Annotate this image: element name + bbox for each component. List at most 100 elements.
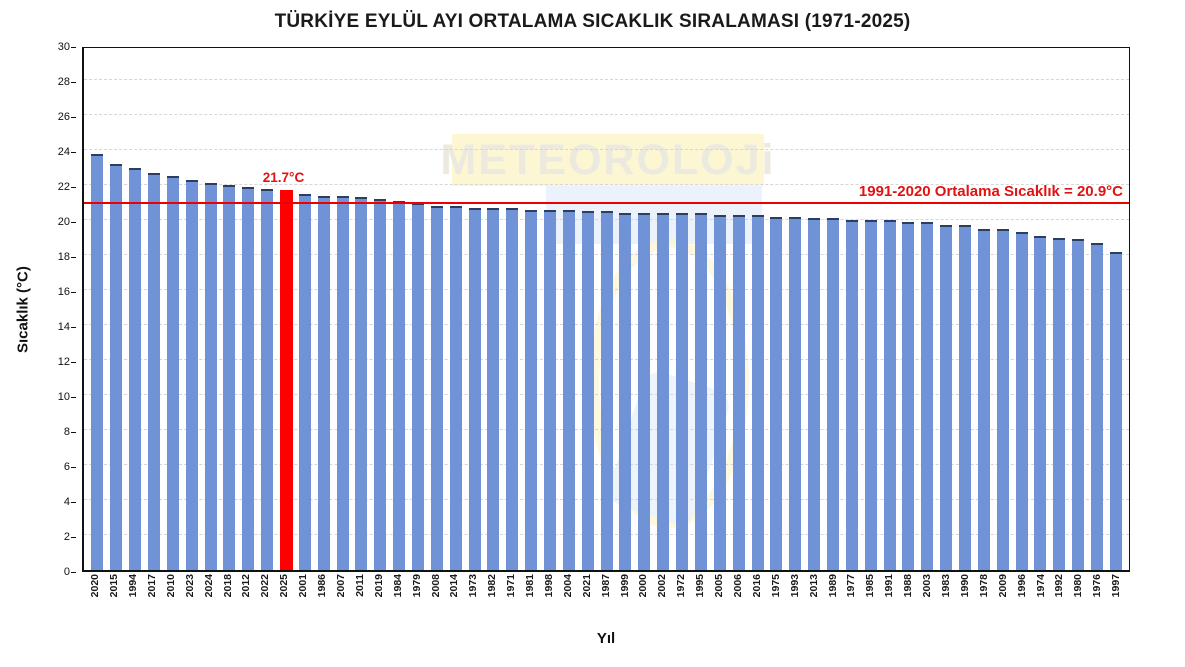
y-tick-label-20: 20 bbox=[57, 216, 70, 228]
gridline-24 bbox=[84, 149, 1129, 150]
bar-1998 bbox=[544, 209, 557, 570]
x-tick-label-2016: 2016 bbox=[750, 574, 763, 598]
bar-slot-2012 bbox=[239, 48, 258, 570]
x-tick-slot-1976: 1976 bbox=[1088, 574, 1107, 618]
x-tick-label-2025: 2025 bbox=[278, 574, 291, 598]
x-tick-label-2002: 2002 bbox=[656, 574, 669, 598]
y-tick-mark-0 bbox=[71, 572, 76, 573]
bar-slot-2024 bbox=[201, 48, 220, 570]
x-tick-slot-2004: 2004 bbox=[559, 574, 578, 618]
x-tick-slot-1996: 1996 bbox=[1012, 574, 1031, 618]
x-tick-label-2003: 2003 bbox=[921, 574, 934, 598]
x-tick-slot-1981: 1981 bbox=[521, 574, 540, 618]
bar-2015 bbox=[110, 164, 123, 570]
y-tick-label-14: 14 bbox=[57, 321, 70, 333]
bar-slot-2015 bbox=[107, 48, 126, 570]
bar-slot-2000 bbox=[635, 48, 654, 570]
bar-1981 bbox=[525, 209, 538, 570]
bar-slot-2020 bbox=[88, 48, 107, 570]
bar-1987 bbox=[600, 211, 613, 570]
x-axis-ticks: 2020 2015 1994 2017 2010 2023 2024 2018 2012 2022… bbox=[82, 574, 1130, 618]
x-tick-slot-2001: 2001 bbox=[294, 574, 313, 618]
bar-slot-1975 bbox=[767, 48, 786, 570]
bar-2011 bbox=[355, 197, 368, 570]
y-tick-label-30: 30 bbox=[57, 41, 70, 53]
y-tick-mark-28 bbox=[71, 82, 76, 83]
bar-2010 bbox=[166, 176, 179, 570]
y-axis-ticks: 0 2 4 6 8 10 12 14 16 18 20 22 24 26 28 30 bbox=[38, 41, 76, 578]
bar-1986 bbox=[317, 195, 330, 570]
bar-slot-2025 bbox=[277, 48, 296, 570]
bar-slot-1991 bbox=[880, 48, 899, 570]
x-tick-label-1983: 1983 bbox=[939, 574, 952, 598]
bar-1990 bbox=[958, 225, 971, 570]
bar-1982 bbox=[487, 207, 500, 570]
y-axis-title: Sıcaklık (°C) bbox=[14, 266, 32, 353]
x-tick-label-1977: 1977 bbox=[845, 574, 858, 598]
x-tick-label-1989: 1989 bbox=[826, 574, 839, 598]
bar-1999 bbox=[619, 213, 632, 570]
x-tick-slot-2006: 2006 bbox=[729, 574, 748, 618]
x-tick-label-2018: 2018 bbox=[221, 574, 234, 598]
bar-slot-2022 bbox=[258, 48, 277, 570]
x-tick-slot-2022: 2022 bbox=[256, 574, 275, 618]
highlight-value-label: 21.7°C bbox=[262, 170, 305, 186]
y-tick-label-28: 28 bbox=[57, 76, 70, 88]
x-tick-label-2001: 2001 bbox=[297, 574, 310, 598]
x-tick-label-2004: 2004 bbox=[561, 574, 574, 598]
x-tick-label-2005: 2005 bbox=[713, 574, 726, 598]
chart-title: TÜRKİYE EYLÜL AYI ORTALAMA SICAKLIK SIRA… bbox=[274, 11, 911, 32]
bar-2023 bbox=[185, 179, 198, 570]
bar-2021 bbox=[581, 211, 594, 570]
bar-1983 bbox=[940, 225, 953, 570]
x-tick-label-2019: 2019 bbox=[372, 574, 385, 598]
bars-row bbox=[84, 48, 1129, 570]
x-tick-slot-1973: 1973 bbox=[464, 574, 483, 618]
bar-slot-1974 bbox=[1031, 48, 1050, 570]
x-tick-label-1996: 1996 bbox=[1015, 574, 1028, 598]
x-tick-label-2006: 2006 bbox=[732, 574, 745, 598]
x-tick-slot-2011: 2011 bbox=[351, 574, 370, 618]
bar-2024 bbox=[204, 183, 217, 570]
x-tick-label-1993: 1993 bbox=[788, 574, 801, 598]
bar-slot-1978 bbox=[974, 48, 993, 570]
bar-1991 bbox=[883, 220, 896, 570]
x-tick-slot-1990: 1990 bbox=[956, 574, 975, 618]
x-tick-slot-1997: 1997 bbox=[1107, 574, 1126, 618]
bar-slot-2010 bbox=[163, 48, 182, 570]
x-tick-slot-1980: 1980 bbox=[1069, 574, 1088, 618]
bar-1988 bbox=[902, 221, 915, 570]
bar-slot-2019 bbox=[371, 48, 390, 570]
bar-slot-1999 bbox=[616, 48, 635, 570]
y-tick-mark-18 bbox=[71, 257, 76, 258]
x-tick-label-2013: 2013 bbox=[807, 574, 820, 598]
x-tick-label-2022: 2022 bbox=[259, 574, 272, 598]
bar-slot-1987 bbox=[597, 48, 616, 570]
bar-2012 bbox=[242, 186, 255, 570]
x-tick-label-1974: 1974 bbox=[1034, 574, 1047, 598]
bar-slot-1976 bbox=[1088, 48, 1107, 570]
x-tick-label-1998: 1998 bbox=[542, 574, 555, 598]
x-tick-slot-2012: 2012 bbox=[237, 574, 256, 618]
x-tick-slot-1989: 1989 bbox=[823, 574, 842, 618]
bar-2002 bbox=[657, 213, 670, 570]
x-tick-label-2009: 2009 bbox=[996, 574, 1009, 598]
meteoroloji-watermark: METEOROLOJi bbox=[441, 134, 773, 186]
bar-slot-1988 bbox=[899, 48, 918, 570]
bar-1994 bbox=[129, 167, 142, 570]
bar-slot-2004 bbox=[559, 48, 578, 570]
x-tick-slot-1983: 1983 bbox=[937, 574, 956, 618]
x-tick-slot-2024: 2024 bbox=[199, 574, 218, 618]
x-tick-slot-2025: 2025 bbox=[275, 574, 294, 618]
x-tick-slot-2014: 2014 bbox=[445, 574, 464, 618]
bar-slot-1972 bbox=[673, 48, 692, 570]
bar-slot-1983 bbox=[937, 48, 956, 570]
bar-1976 bbox=[1090, 242, 1103, 570]
x-tick-label-1990: 1990 bbox=[958, 574, 971, 598]
x-tick-slot-2013: 2013 bbox=[804, 574, 823, 618]
x-tick-label-2020: 2020 bbox=[89, 574, 102, 598]
bar-2001 bbox=[298, 193, 311, 570]
bar-slot-2021 bbox=[578, 48, 597, 570]
x-tick-label-2012: 2012 bbox=[240, 574, 253, 598]
x-tick-label-2008: 2008 bbox=[429, 574, 442, 598]
